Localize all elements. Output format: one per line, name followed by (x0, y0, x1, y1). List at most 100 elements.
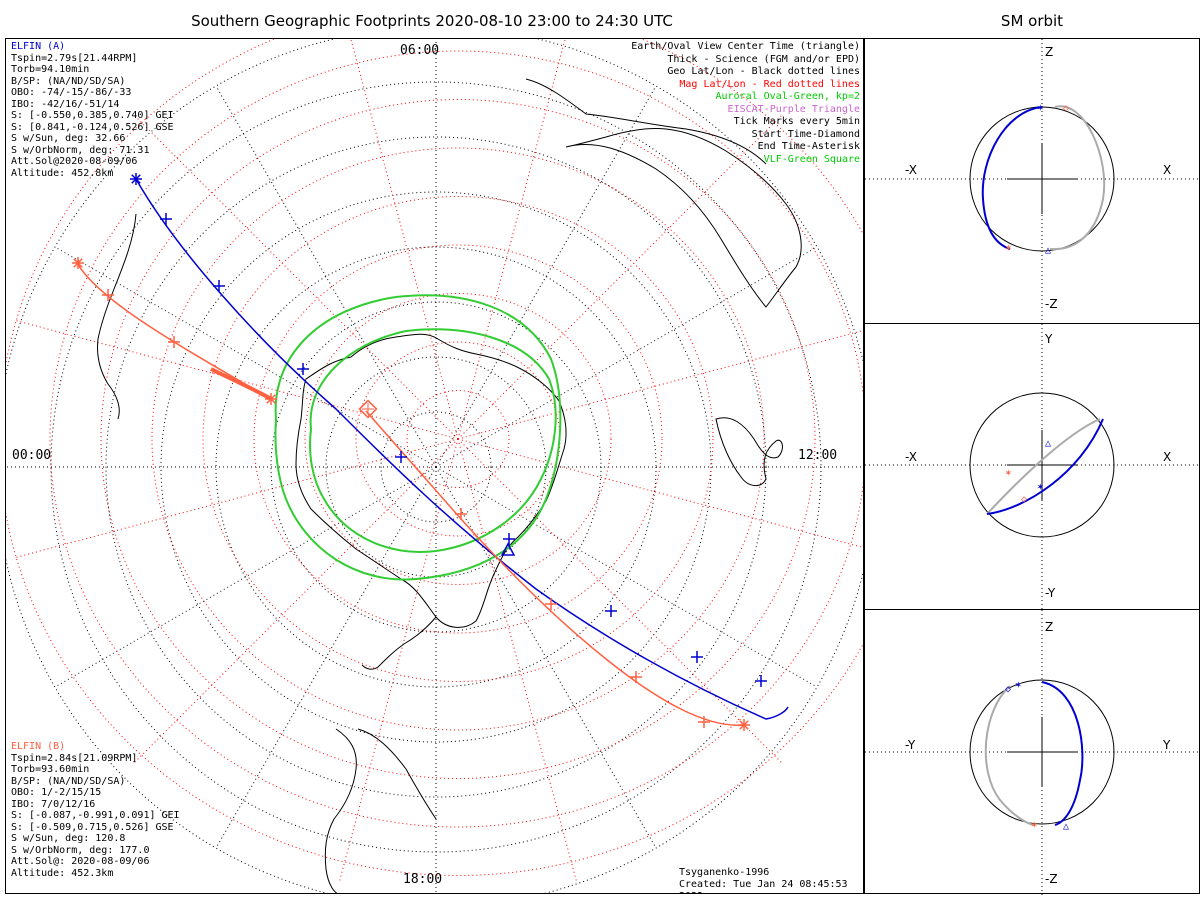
coastlines (97, 78, 802, 893)
sm-panel-xz: ✶ ◇ ✶ △ Z -Z -X X (864, 38, 1200, 325)
elfin-b-info-line: S: [-0.087,-0.991,0.091] GEI (11, 810, 180, 821)
legend-entry: Auroral Oval-Green, kp=2 (715, 91, 861, 102)
mag-lon-line (457, 438, 863, 549)
elfin-a-info-line: Altitude: 452.8km (11, 167, 114, 179)
mag-lon-line (350, 39, 459, 440)
geo-lon-line (215, 466, 437, 849)
orbit-b-gray (984, 685, 1036, 826)
mag-lon-line (457, 329, 863, 440)
geo-lat-circle (105, 136, 767, 798)
elfin-a-end-asterisk (131, 174, 141, 184)
new-zealand-coastline (715, 417, 783, 486)
elfin-a-name: ELFIN (A) (11, 41, 66, 52)
mag-lon-line (132, 113, 459, 440)
legend-entry: Tick Marks every 5min (733, 116, 860, 127)
antarctica-coastline (295, 333, 567, 628)
elfin-a-info-line: S: [-0.550,0.385,0.740] GEI (11, 110, 174, 121)
orbit-b-gray (1049, 105, 1106, 251)
elfin-b-name: ELFIN (B) (11, 741, 66, 752)
time-label-left: 00:00 (12, 448, 52, 463)
panel3-bottom-label: -Z (1045, 872, 1058, 886)
svg-text:✶: ✶ (1005, 466, 1012, 479)
sm-panel-xy: ✶ ◇ △ ✶ Y -Y -X X (864, 323, 1200, 611)
time-label-bottom: 18:00 (403, 872, 443, 887)
sm-panel-yz: ✶ ◇ ✶ △ Z -Z -Y Y (864, 609, 1200, 895)
svg-text:✶: ✶ (1005, 241, 1012, 254)
track-markers (72, 173, 750, 731)
svg-text:◇: ◇ (1063, 103, 1069, 114)
legend-entry: Start Time-Diamond (751, 128, 860, 140)
legend-entry: Thick - Science (FGM and/or EPD) (667, 53, 860, 65)
elfin-a-info-line: S w/OrbNorm, deg: 71.31 (11, 144, 150, 156)
map-canvas (6, 39, 863, 893)
sm-panel-xy-plot: ✶ ◇ △ ✶ (865, 324, 1200, 611)
africa-coastline (97, 213, 137, 420)
panel2-right-label: X (1163, 450, 1172, 464)
svg-text:△: △ (1045, 245, 1051, 256)
legend-entry: EISCAT-Purple Triangle (727, 103, 860, 115)
elfin-b-info-line: S w/OrbNorm, deg: 177.0 (11, 844, 150, 856)
footprint-map: ELFIN (A) Tspin=2.79s[21.44RPM] Torb=94.1… (5, 38, 864, 894)
orbit-b-gray (986, 418, 1101, 515)
panel1-right-label: X (1163, 163, 1172, 177)
mag-lon-line (457, 438, 578, 884)
elfin-a-info-line: S: [0.841,-0.124,0.526] GSE (11, 121, 174, 133)
elfin-b-info-line: Tspin=2.84s[21.09RPM] (11, 752, 138, 764)
geo-lon-line (435, 466, 657, 849)
plot-title: Southern Geographic Footprints 2020-08-1… (191, 12, 673, 30)
sm-panel-xz-plot: ✶ ◇ ✶ △ (865, 39, 1200, 325)
panel2-bottom-label: -Y (1045, 586, 1056, 600)
svg-text:◇: ◇ (1021, 494, 1027, 505)
elfin-b-info-line: OBO: 1/-2/15/15 (11, 787, 102, 798)
orbit-a-blue (986, 418, 1104, 515)
panel3-left-label: -Y (905, 738, 916, 752)
elfin-b-track (75, 260, 747, 727)
elfin-a-info: ELFIN (A) Tspin=2.79s[21.44RPM] Torb=94.1… (11, 41, 174, 179)
mag-lon-line (457, 438, 784, 765)
mag-lon-line (457, 39, 566, 440)
panel3-right-label: Y (1163, 738, 1171, 752)
elfin-b-info-line: S: [-0.509,0.715,0.526] GSE (11, 821, 174, 833)
sm-orbit-title: SM orbit (1000, 12, 1064, 30)
view-center-triangle (500, 542, 516, 556)
panel3-top-label: Z (1045, 620, 1054, 634)
svg-text:✶: ✶ (1031, 818, 1038, 831)
time-label-right: 12:00 (798, 448, 838, 463)
elfin-b-asterisk (739, 720, 749, 730)
orbit-a-blue (981, 106, 1043, 250)
svg-text:◇: ◇ (1005, 684, 1011, 695)
south-america-coastline (324, 728, 437, 893)
geo-lon-line (435, 85, 657, 468)
svg-text:✶: ✶ (1037, 101, 1044, 114)
elfin-b-start-diamond (358, 399, 378, 419)
legend-entry: Earth/Oval View Center Time (triangle) (631, 41, 860, 52)
mag-lon-line (13, 319, 459, 440)
geo-lat-circle (380, 411, 492, 523)
elfin-a-info-line: S w/Sun, deg: 32.66 (11, 133, 126, 144)
mag-lon-line (338, 438, 459, 884)
panel1-top-label: Z (1045, 45, 1054, 59)
panel2-left-label: -X (905, 450, 917, 464)
panel1-bottom-label: -Z (1045, 297, 1058, 311)
geo-lon-line (435, 246, 818, 468)
svg-text:△: △ (1063, 821, 1069, 832)
geo-lon-line (215, 85, 437, 468)
mag-lon-line (132, 438, 459, 765)
mag-lon-line (457, 113, 784, 440)
elfin-b-end-asterisk (73, 258, 83, 268)
elfin-a-info-line: B/SP: (NA/ND/SD/SA) (11, 75, 126, 87)
elfin-b-ticks (102, 289, 710, 728)
panel2-top-label: Y (1045, 332, 1053, 346)
sm-panel-yz-plot: ✶ ◇ ✶ △ (865, 610, 1200, 895)
mag-lat-circle (304, 293, 612, 585)
antarctic-peninsula-coastline (361, 616, 437, 670)
mag-grid-lines (6, 39, 863, 884)
elfin-a-info-line: OBO: -74/-15/-86/-33 (11, 87, 132, 98)
elfin-b-info-line: B/SP: (NA/ND/SD/SA) (11, 775, 126, 787)
elfin-a-info-line: Att.Sol@2020-08-09/06 (11, 156, 138, 167)
elfin-a-track (135, 178, 789, 720)
elfin-a-info-line: IBO: -42/16/-51/14 (11, 98, 120, 110)
elfin-b-asterisk (266, 394, 276, 404)
elfin-b-info-line: Altitude: 452.3km (11, 867, 114, 879)
elfin-a-info-line: Tspin=2.79s[21.44RPM] (11, 52, 138, 64)
